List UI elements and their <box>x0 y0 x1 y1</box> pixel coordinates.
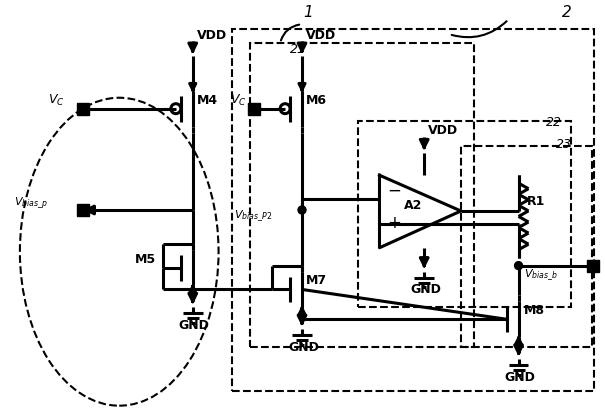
Text: GND: GND <box>179 319 210 332</box>
Text: 1: 1 <box>303 5 313 20</box>
Polygon shape <box>379 175 461 248</box>
Text: M5: M5 <box>135 253 156 266</box>
Text: GND: GND <box>410 284 441 296</box>
Text: 22: 22 <box>546 116 563 128</box>
Bar <box>358 121 571 307</box>
Text: 2: 2 <box>562 5 572 20</box>
Text: M6: M6 <box>306 94 327 107</box>
Text: VDD: VDD <box>428 123 458 136</box>
Text: VDD: VDD <box>197 29 227 42</box>
Text: $V_{bias\_b}$: $V_{bias\_b}$ <box>523 268 557 283</box>
Text: $-$: $-$ <box>387 181 402 199</box>
Circle shape <box>298 206 306 214</box>
Text: 23: 23 <box>557 138 572 151</box>
Text: $V_C$: $V_C$ <box>48 93 64 108</box>
Bar <box>250 43 474 347</box>
Bar <box>232 29 594 391</box>
Text: A2: A2 <box>404 199 423 212</box>
Text: $V_C$: $V_C$ <box>231 93 247 108</box>
Text: M8: M8 <box>523 304 545 317</box>
Text: $V_{bias\_P2}$: $V_{bias\_P2}$ <box>235 208 273 224</box>
Circle shape <box>515 261 523 269</box>
Text: 21: 21 <box>290 43 306 56</box>
Text: $V_{bias\_p}$: $V_{bias\_p}$ <box>14 195 48 211</box>
Text: GND: GND <box>288 341 319 354</box>
Bar <box>461 146 592 347</box>
Text: GND: GND <box>505 371 535 384</box>
Text: M4: M4 <box>197 94 218 107</box>
Text: VDD: VDD <box>306 29 336 42</box>
Text: R1: R1 <box>526 195 545 208</box>
Text: M7: M7 <box>306 274 327 287</box>
Text: $+$: $+$ <box>387 214 402 232</box>
